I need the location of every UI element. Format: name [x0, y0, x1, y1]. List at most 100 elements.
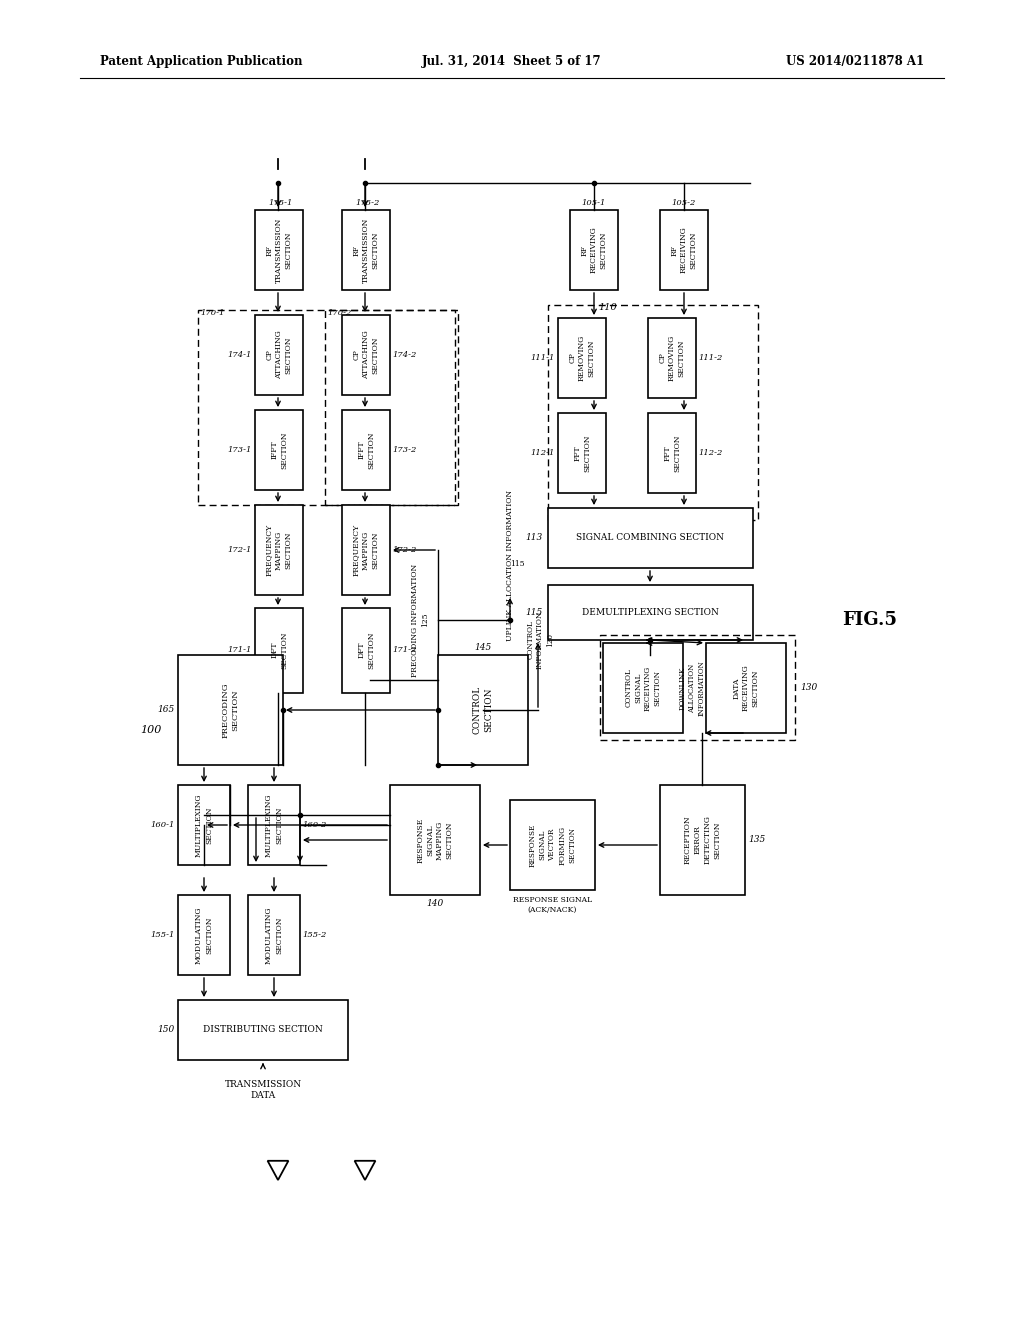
Text: 130: 130 [800, 682, 817, 692]
Text: CP
ATTACHING
SECTION: CP ATTACHING SECTION [265, 330, 293, 379]
Bar [558, 318, 606, 399]
Bar [255, 210, 303, 290]
Bar [255, 609, 303, 693]
Text: 155-2: 155-2 [302, 931, 327, 939]
Text: RF
RECEIVING
SECTION: RF RECEIVING SECTION [581, 227, 608, 273]
Text: MULTIPLEXING
SECTION: MULTIPLEXING SECTION [196, 793, 213, 857]
Bar [178, 895, 230, 975]
Bar [603, 643, 683, 733]
Text: DOWNLINK
ALLOCATION
INFORMATION: DOWNLINK ALLOCATION INFORMATION [678, 660, 706, 715]
Text: 173-1: 173-1 [227, 446, 252, 454]
Text: RF
TRANSMISSION
SECTION: RF TRANSMISSION SECTION [265, 218, 293, 282]
Text: 172-2: 172-2 [392, 546, 417, 554]
Text: 170-1: 170-1 [200, 309, 224, 317]
Bar [548, 585, 753, 640]
Text: DEMULTIPLEXING SECTION: DEMULTIPLEXING SECTION [582, 609, 719, 616]
Text: 174-1: 174-1 [227, 351, 252, 359]
Text: 172-1: 172-1 [227, 546, 252, 554]
Bar [255, 315, 303, 395]
Text: CONTROL
SIGNAL
RECEIVING
SECTION: CONTROL SIGNAL RECEIVING SECTION [625, 665, 662, 710]
Text: SIGNAL COMBINING SECTION: SIGNAL COMBINING SECTION [577, 533, 725, 543]
Bar [248, 895, 300, 975]
Text: DFT
SECTION: DFT SECTION [357, 631, 375, 669]
Text: 145: 145 [474, 643, 492, 652]
Text: UPLINK ALLOCATION INFORMATION: UPLINK ALLOCATION INFORMATION [506, 490, 514, 640]
Text: 160-1: 160-1 [151, 821, 175, 829]
Text: DATA
RECEIVING
SECTION: DATA RECEIVING SECTION [732, 665, 760, 711]
Text: 173-2: 173-2 [392, 446, 417, 454]
Bar [600, 635, 795, 741]
Bar [706, 643, 786, 733]
Text: CP
REMOVING
SECTION: CP REMOVING SECTION [568, 335, 596, 381]
Text: 135: 135 [748, 836, 765, 845]
Text: PRECODING INFORMATION
125: PRECODING INFORMATION 125 [411, 564, 429, 677]
Text: FREQUENCY
MAPPING
SECTION: FREQUENCY MAPPING SECTION [265, 524, 293, 576]
Text: RF
RECEIVING
SECTION: RF RECEIVING SECTION [670, 227, 697, 273]
Text: DISTRIBUTING SECTION: DISTRIBUTING SECTION [203, 1026, 323, 1035]
Text: 105-2: 105-2 [672, 199, 696, 207]
Text: Jul. 31, 2014  Sheet 5 of 17: Jul. 31, 2014 Sheet 5 of 17 [422, 55, 602, 69]
Bar [660, 210, 708, 290]
Text: 115: 115 [525, 609, 543, 616]
Bar [648, 413, 696, 492]
Text: MODULATING
SECTION: MODULATING SECTION [265, 907, 283, 964]
Text: 112-1: 112-1 [530, 449, 555, 457]
Bar [342, 411, 390, 490]
Bar [390, 785, 480, 895]
Bar [342, 315, 390, 395]
Text: CP
REMOVING
SECTION: CP REMOVING SECTION [658, 335, 686, 381]
Text: US 2014/0211878 A1: US 2014/0211878 A1 [785, 55, 924, 69]
Text: FFT
SECTION: FFT SECTION [664, 434, 681, 471]
Bar [198, 310, 458, 506]
Text: RESPONSE SIGNAL
(ACK/NACK): RESPONSE SIGNAL (ACK/NACK) [513, 896, 592, 913]
Text: 175-1: 175-1 [269, 199, 293, 207]
Bar [178, 1001, 348, 1060]
Text: CP
ATTACHING
SECTION: CP ATTACHING SECTION [352, 330, 380, 379]
Text: RESPONSE
SIGNAL
MAPPING
SECTION: RESPONSE SIGNAL MAPPING SECTION [417, 817, 454, 863]
Text: Patent Application Publication: Patent Application Publication [100, 55, 302, 69]
Text: FIG.5: FIG.5 [843, 611, 897, 630]
Text: FFT
SECTION: FFT SECTION [573, 434, 591, 471]
Bar [178, 785, 230, 865]
Bar [325, 310, 455, 506]
Text: 105-1: 105-1 [582, 199, 606, 207]
Text: 171-2: 171-2 [392, 645, 417, 653]
Text: 112-2: 112-2 [698, 449, 722, 457]
Text: 175-2: 175-2 [355, 199, 380, 207]
Text: 170-2: 170-2 [327, 309, 351, 317]
Text: 165: 165 [158, 705, 175, 714]
Bar [342, 609, 390, 693]
Text: RF
TRANSMISSION
SECTION: RF TRANSMISSION SECTION [352, 218, 380, 282]
Text: 111-2: 111-2 [698, 354, 722, 362]
Bar [510, 800, 595, 890]
Text: 115: 115 [510, 560, 524, 568]
Text: DFT
SECTION: DFT SECTION [270, 631, 288, 669]
Text: CONTROL
SECTION: CONTROL SECTION [473, 686, 493, 734]
Text: 140: 140 [426, 899, 443, 908]
Bar [570, 210, 618, 290]
Bar [248, 785, 300, 865]
Text: 150: 150 [158, 1026, 175, 1035]
Bar [342, 506, 390, 595]
Text: PRECODING
SECTION: PRECODING SECTION [221, 682, 240, 738]
Text: 174-2: 174-2 [392, 351, 417, 359]
Text: TRANSMISSION
DATA: TRANSMISSION DATA [224, 1080, 301, 1100]
Text: 160-2: 160-2 [302, 821, 327, 829]
Text: 155-1: 155-1 [151, 931, 175, 939]
Text: RECEPTION
ERROR
DETECTING
SECTION: RECEPTION ERROR DETECTING SECTION [684, 816, 721, 865]
Bar [255, 506, 303, 595]
Text: MODULATING
SECTION: MODULATING SECTION [196, 907, 213, 964]
Text: RESPONSE
SIGNAL
VECTOR
FORMING
SECTION: RESPONSE SIGNAL VECTOR FORMING SECTION [529, 824, 577, 867]
Text: 171-1: 171-1 [227, 645, 252, 653]
Bar [255, 411, 303, 490]
Text: CONTROL
INFORMATION
120: CONTROL INFORMATION 120 [526, 611, 554, 669]
Bar [558, 413, 606, 492]
Bar [342, 210, 390, 290]
Text: 110: 110 [599, 304, 617, 313]
Text: FREQUENCY
MAPPING
SECTION: FREQUENCY MAPPING SECTION [352, 524, 380, 576]
Bar [648, 318, 696, 399]
Text: IFFT
SECTION: IFFT SECTION [357, 432, 375, 469]
Bar [548, 508, 753, 568]
Text: 113: 113 [525, 533, 543, 543]
Text: MULTIPLEXING
SECTION: MULTIPLEXING SECTION [265, 793, 283, 857]
